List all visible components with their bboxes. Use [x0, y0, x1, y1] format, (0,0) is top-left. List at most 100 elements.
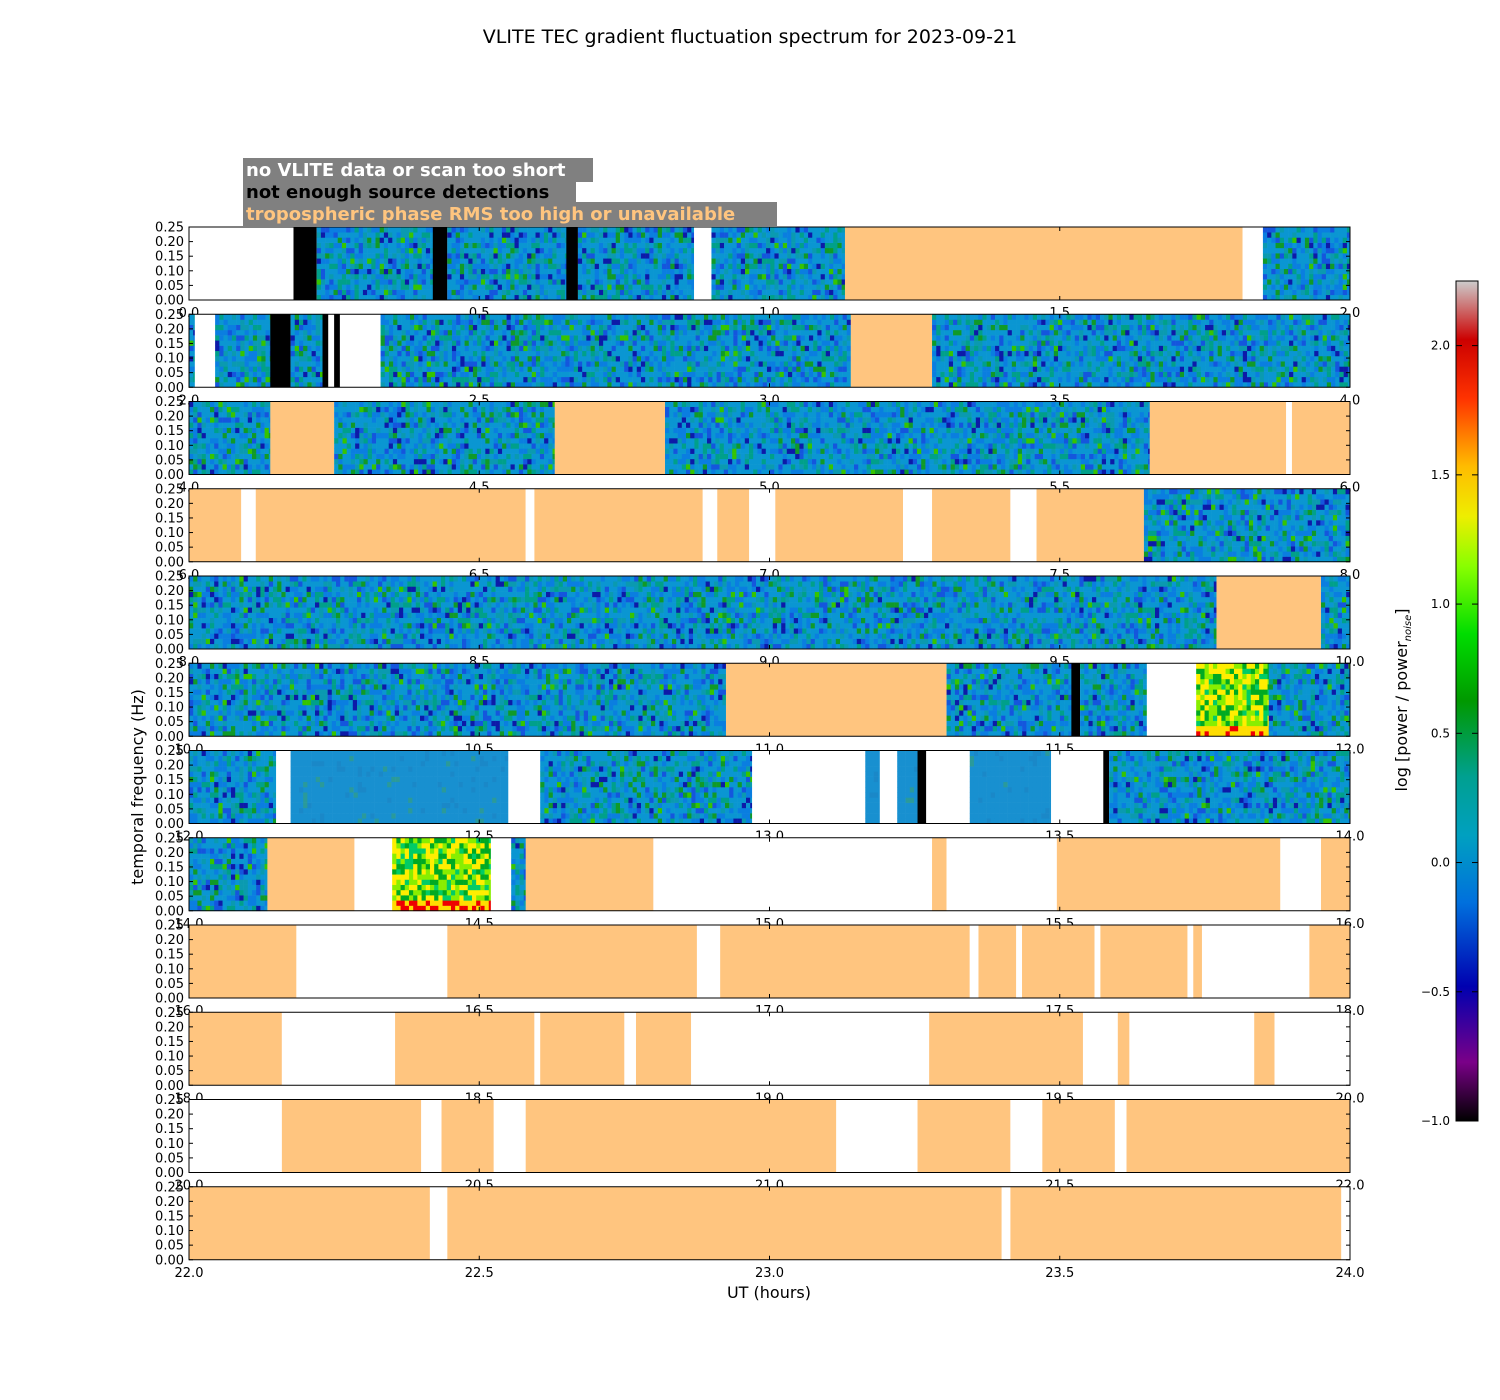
spectrum-cell — [414, 329, 419, 336]
spectrum-cell — [611, 314, 617, 320]
spectrum-cell — [548, 294, 553, 301]
spectrum-cell — [223, 324, 229, 331]
spectrum-cell — [657, 361, 663, 367]
spectrum-cell — [480, 273, 486, 280]
spectrum-cell — [269, 329, 271, 336]
spectrum-cell — [1095, 366, 1101, 372]
spectrum-cell — [447, 242, 452, 249]
spectrum-cell — [1221, 345, 1227, 352]
spectrum-cell — [804, 350, 810, 357]
spectrum-cell — [227, 361, 233, 367]
spectrum-cell — [816, 263, 821, 270]
spectrum-cell — [350, 279, 355, 285]
spectrum-cell — [514, 237, 520, 243]
spectrum-cell — [319, 376, 323, 383]
segment-spectrum — [447, 227, 567, 301]
spectrum-cell — [741, 361, 747, 367]
spectrum-cell — [1179, 376, 1185, 383]
spectrum-cell — [523, 340, 528, 346]
spectrum-cell — [531, 273, 536, 280]
spectrum-cell — [1292, 227, 1297, 233]
spectrum-cell — [1247, 376, 1252, 383]
spectrum-cell — [375, 253, 381, 259]
spectrum-cell — [1188, 319, 1193, 325]
spectrum-cell — [719, 279, 725, 285]
spectrum-cell — [535, 237, 541, 243]
spectrum-cell — [1049, 345, 1055, 352]
spectrum-cell — [1125, 382, 1130, 388]
spectrum-cell — [636, 284, 642, 290]
spectrum-cell — [316, 253, 322, 259]
spectrum-cell — [733, 355, 738, 362]
spectrum-cell — [957, 345, 962, 352]
spectrum-cell — [841, 242, 846, 249]
spectrum-cell — [414, 345, 419, 352]
spectrum-cell — [409, 268, 414, 275]
spectrum-cell — [384, 361, 390, 367]
spectrum-cell — [1158, 382, 1164, 388]
spectrum-cell — [388, 335, 394, 341]
spectrum-cell — [468, 382, 474, 388]
spectrum-cell — [1116, 345, 1122, 352]
spectrum-cell — [459, 284, 465, 290]
spectrum-cell — [1116, 319, 1122, 325]
spectrum-cell — [329, 227, 334, 233]
spectrum-cell — [745, 253, 750, 259]
spectrum-cell — [787, 324, 793, 331]
spectrum-cell — [661, 247, 667, 254]
spectrum-cell — [294, 366, 300, 372]
spectrum-cell — [724, 237, 729, 243]
spectrum-cell — [804, 366, 810, 372]
spectrum-cell — [1007, 340, 1013, 346]
spectrum-cell — [1041, 340, 1046, 346]
spectrum-cell — [791, 273, 796, 280]
spectrum-cell — [493, 273, 499, 280]
spectrum-cell — [615, 237, 621, 243]
spectrum-cell — [1300, 273, 1306, 280]
spectrum-cell — [248, 324, 254, 331]
spectrum-cell — [1011, 371, 1017, 378]
spectrum-cell — [548, 232, 553, 238]
spectrum-cell — [1045, 355, 1050, 362]
spectrum-cell — [825, 382, 831, 388]
spectrum-cell — [261, 329, 266, 336]
spectrum-cell — [1016, 355, 1021, 362]
spectrum-cell — [820, 273, 826, 280]
spectrum-cell — [303, 314, 308, 320]
segment-black — [293, 227, 317, 300]
spectrum-cell — [1200, 361, 1206, 367]
spectrum-cell — [749, 227, 754, 233]
spectrum-cell — [1116, 335, 1122, 341]
spectrum-cell — [1279, 279, 1285, 285]
spectrum-cell — [986, 366, 992, 372]
spectrum-cell — [829, 289, 834, 296]
spectrum-cell — [829, 237, 834, 243]
spectrum-cell — [720, 382, 726, 388]
chart-title: VLITE TEC gradient fluctuation spectrum … — [483, 26, 1017, 48]
spectrum-cell — [766, 319, 772, 325]
spectrum-cell — [1167, 314, 1172, 320]
spectrum-cell — [1205, 314, 1210, 320]
spectrum-cell — [990, 366, 996, 372]
spectrum-cell — [808, 335, 814, 341]
spectrum-cell — [771, 324, 776, 331]
spectrum-cell — [346, 268, 351, 275]
spectrum-cell — [430, 273, 434, 280]
spectrum-cell — [1296, 263, 1302, 270]
spectrum-cell — [1226, 335, 1231, 341]
spectrum-cell — [248, 314, 254, 320]
spectrum-cell — [1032, 324, 1038, 331]
spectrum-cell — [657, 355, 663, 362]
spectrum-cell — [1053, 329, 1059, 336]
spectrum-cell — [995, 355, 1000, 362]
spectrum-cell — [804, 335, 810, 341]
spectrum-cell — [535, 258, 541, 264]
spectrum-cell — [1129, 355, 1134, 362]
spectrum-cell — [716, 382, 722, 388]
spectrum-cell — [649, 263, 654, 270]
spectrum-cell — [1171, 366, 1176, 372]
spectrum-cell — [1262, 242, 1268, 249]
spectrum-cell — [341, 273, 347, 280]
y-tick-label: 0.25 — [155, 221, 184, 236]
spectrum-cell — [1058, 350, 1063, 357]
